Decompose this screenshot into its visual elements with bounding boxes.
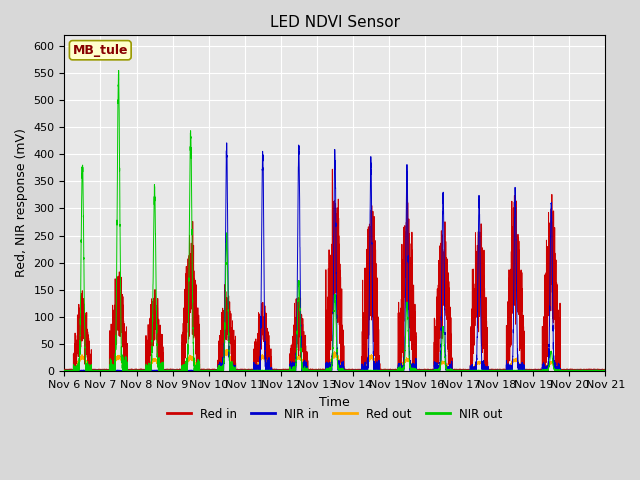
Title: LED NDVI Sensor: LED NDVI Sensor [270,15,400,30]
Y-axis label: Red, NIR response (mV): Red, NIR response (mV) [15,129,28,277]
Text: MB_tule: MB_tule [72,44,128,57]
Legend: Red in, NIR in, Red out, NIR out: Red in, NIR in, Red out, NIR out [163,403,508,425]
X-axis label: Time: Time [319,396,350,409]
